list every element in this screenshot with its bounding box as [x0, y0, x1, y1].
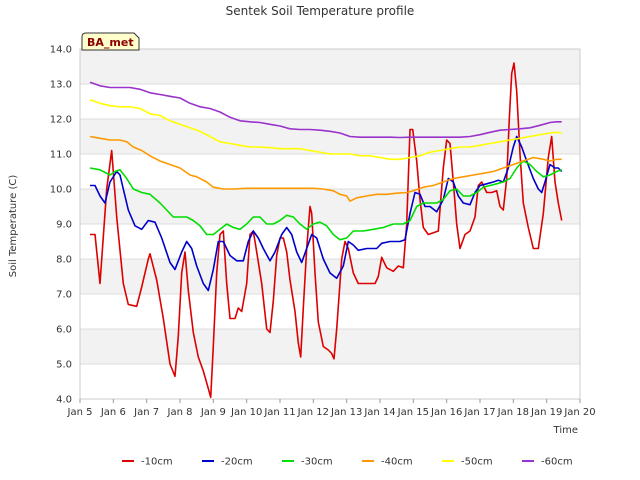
- y-tick-label: 10.0: [50, 185, 72, 196]
- series-lines: [89, 62, 563, 399]
- x-tick-label: Jan 6: [100, 407, 126, 418]
- x-tick-label: Jan 13: [330, 407, 362, 418]
- plot-area: [79, 48, 581, 400]
- y-tick-label: 6.0: [56, 325, 72, 336]
- x-tick-label: Jan 17: [463, 407, 495, 418]
- legend: -10cm -20cm -30cm -40cm -50cm -60cm: [122, 457, 573, 468]
- y-tick-label: 11.0: [50, 150, 72, 161]
- y-tick-label: 4.0: [56, 395, 72, 406]
- x-axis: Jan 5 Jan 6 Jan 7 Jan 8 Jan 9 Jan 10 Jan 11 Jan…: [67, 399, 596, 418]
- y-tick-label: 9.0: [56, 220, 72, 231]
- site-badge-label: BA_met: [87, 36, 134, 49]
- series-line-60cm: [89, 81, 562, 139]
- y-tick-label: 5.0: [56, 360, 72, 371]
- x-tick-label: Jan 8: [167, 407, 193, 418]
- background-band: [80, 119, 580, 154]
- y-tick-label: 13.0: [50, 80, 72, 91]
- x-tick-label: Jan 16: [430, 407, 462, 418]
- y-tick-label: 14.0: [50, 45, 72, 56]
- legend-label: -10cm: [141, 457, 173, 468]
- x-tick-label: Jan 20: [563, 407, 595, 418]
- legend-label: -50cm: [461, 457, 493, 468]
- legend-label: -20cm: [221, 457, 253, 468]
- chart-title: Sentek Soil Temperature profile: [226, 4, 415, 18]
- legend-label: -40cm: [381, 457, 413, 468]
- y-axis-label: Soil Temperature (C): [8, 175, 19, 278]
- x-tick-label: Jan 9: [200, 407, 226, 418]
- series-line-10cm: [90, 62, 563, 399]
- background-bands: [80, 49, 580, 364]
- x-tick-label: Jan 10: [230, 407, 262, 418]
- background-band: [80, 49, 580, 84]
- site-badge: BA_met: [81, 32, 140, 51]
- x-tick-label: Jan 18: [497, 407, 529, 418]
- x-tick-label: Jan 14: [363, 407, 395, 418]
- series-line-40cm: [89, 135, 562, 202]
- series-line-50cm: [89, 98, 562, 161]
- x-tick-label: Jan 7: [133, 407, 159, 418]
- x-tick-label: Jan 5: [67, 407, 93, 418]
- series-line-30cm: [89, 160, 562, 241]
- y-tick-label: 8.0: [56, 255, 72, 266]
- y-tick-label: 12.0: [50, 115, 72, 126]
- background-band: [80, 329, 580, 364]
- series-line-20cm: [90, 135, 563, 292]
- x-tick-label: Jan 15: [397, 407, 429, 418]
- x-tick-label: Jan 19: [530, 407, 562, 418]
- x-tick-label: Jan 12: [297, 407, 329, 418]
- legend-label: -30cm: [301, 457, 333, 468]
- legend-label: -60cm: [541, 457, 573, 468]
- x-axis-label: Time: [553, 425, 578, 436]
- y-tick-label: 7.0: [56, 290, 72, 301]
- x-tick-label: Jan 11: [263, 407, 295, 418]
- y-axis: 4.0 5.0 6.0 7.0 8.0 9.0 10.0 11.0 12.0 13.0 14.0: [50, 45, 72, 406]
- background-band: [80, 259, 580, 294]
